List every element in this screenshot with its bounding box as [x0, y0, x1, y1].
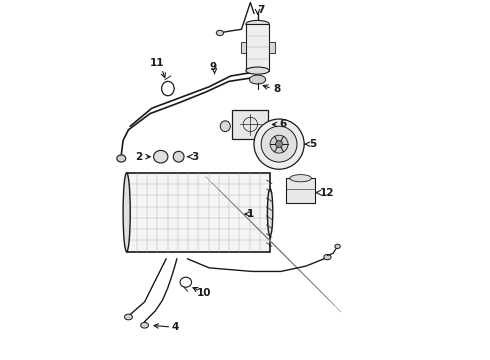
Ellipse shape	[216, 30, 223, 36]
Bar	[232, 110, 269, 139]
Ellipse shape	[220, 121, 230, 132]
Text: 8: 8	[273, 84, 281, 94]
Circle shape	[254, 119, 304, 169]
Text: 7: 7	[257, 5, 265, 15]
Text: 10: 10	[196, 288, 211, 298]
Ellipse shape	[117, 155, 126, 162]
Ellipse shape	[290, 175, 311, 182]
Text: 5: 5	[309, 139, 316, 149]
Bar	[269, 42, 274, 53]
Bar	[241, 42, 246, 53]
Ellipse shape	[249, 75, 266, 84]
Bar	[246, 24, 269, 71]
Ellipse shape	[246, 21, 269, 28]
Text: 3: 3	[191, 152, 198, 162]
Text: 12: 12	[320, 188, 335, 198]
Ellipse shape	[268, 189, 273, 236]
Ellipse shape	[123, 173, 130, 252]
Ellipse shape	[246, 67, 269, 74]
Text: 4: 4	[172, 322, 179, 332]
Text: 9: 9	[209, 62, 216, 72]
Bar	[126, 173, 270, 252]
Circle shape	[261, 126, 297, 162]
Ellipse shape	[335, 244, 340, 248]
Circle shape	[275, 140, 283, 148]
Ellipse shape	[124, 314, 132, 320]
Ellipse shape	[173, 151, 184, 162]
Text: 2: 2	[136, 152, 143, 162]
Circle shape	[270, 135, 288, 153]
Bar	[286, 178, 315, 203]
Ellipse shape	[324, 255, 331, 260]
Ellipse shape	[141, 322, 148, 328]
Text: 6: 6	[279, 120, 286, 129]
Text: 11: 11	[150, 58, 164, 68]
Ellipse shape	[153, 150, 168, 163]
Text: 1: 1	[247, 209, 254, 219]
